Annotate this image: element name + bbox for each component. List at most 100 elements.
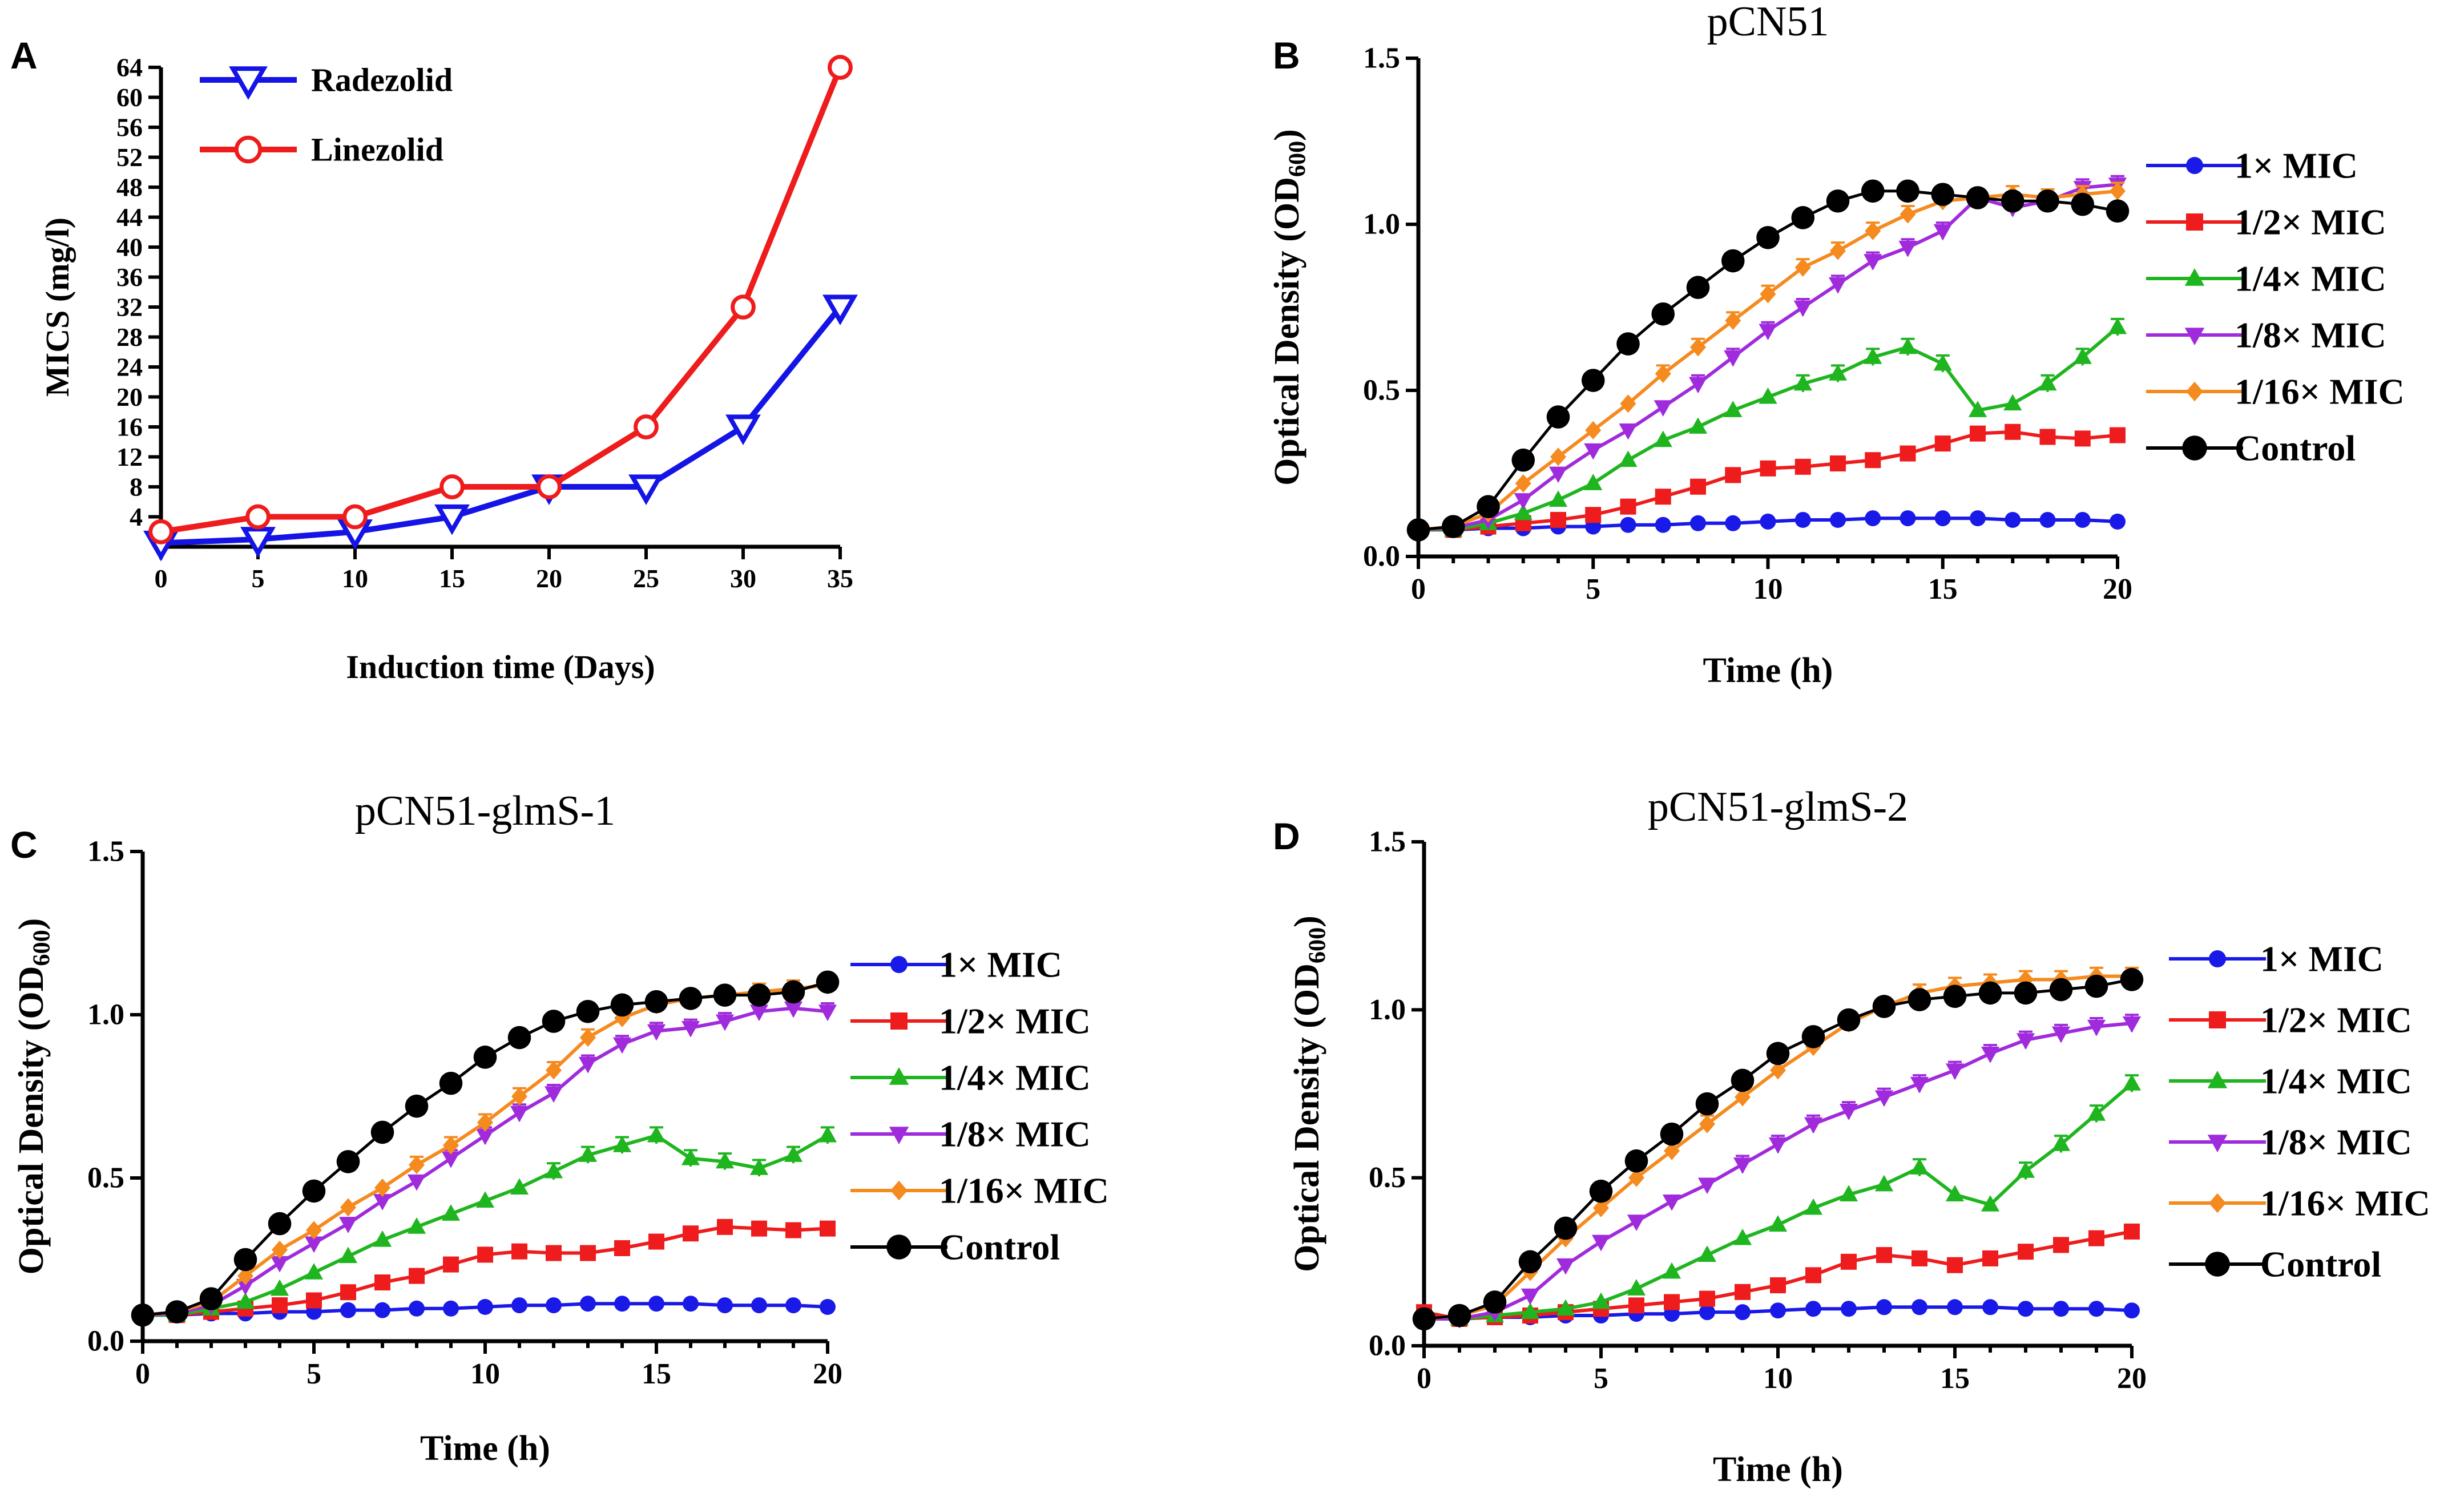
x-tick-label: 0 [1411,573,1426,606]
data-point [441,1204,461,1221]
data-point [1759,324,1777,341]
x-tick-label: 10 [1763,1362,1793,1395]
legend-swatch-marker [2207,1071,2228,1088]
y-tick-label: 64 [116,53,143,82]
legend-label: 1/2× MIC [2260,1000,2412,1040]
legend-entry: 1/16× MIC [2146,372,2405,412]
data-point [717,1297,733,1314]
panel-letter: A [10,34,38,76]
x-tick-label: 15 [642,1358,671,1390]
data-point [820,1298,836,1315]
data-point [434,504,470,535]
data-point [1759,387,1777,404]
data-point [1841,1301,1857,1317]
data-point [473,1046,497,1069]
data-point [2074,430,2091,447]
data-point [647,1024,666,1041]
data-point [1760,460,1776,477]
data-point [544,1161,563,1179]
legend-entry: Radezolid [200,62,453,100]
legend-entry: 1× MIC [2146,146,2358,186]
legend-swatch-marker [2182,435,2207,461]
data-point [1550,511,1566,528]
data-point [1591,1292,1611,1309]
data-point [1556,1299,1575,1316]
data-point [1911,1250,1927,1266]
legend-label: Control [2260,1244,2381,1285]
y-axis-label: Optical Density (OD600) [12,918,55,1275]
data-point [165,1300,189,1324]
data-point [1406,518,1430,542]
data-point [715,1152,735,1169]
x-tick-label: 30 [730,564,756,593]
x-tick-label: 10 [342,564,368,593]
data-point [1970,510,1986,527]
y-axis-label-main: MICS (mg/l) [39,217,76,397]
data-point [2005,423,2021,440]
data-point [749,1159,769,1175]
data-point [580,1245,596,1261]
chart-title: pCN51-glmS-1 [355,788,615,834]
data-point [2039,511,2056,528]
data-point [1839,1104,1858,1120]
legend-entry: 1/2× MIC [2169,1000,2412,1040]
x-tick-label: 0 [1417,1362,1431,1395]
data-point [1770,1277,1786,1294]
data-point [610,993,634,1017]
data-point [409,1300,425,1317]
legend-label: 1/16× MIC [2235,372,2405,412]
data-point [1733,1157,1752,1174]
data-point [1628,1168,1644,1187]
legend-label: Radezolid [311,62,453,99]
data-point [306,1292,322,1309]
data-point [1791,206,1815,229]
data-point [1619,423,1638,440]
data-point [1654,400,1672,417]
data-point [1556,1258,1575,1275]
data-point [245,504,271,530]
data-point [1841,1253,1857,1270]
data-point [1735,1088,1751,1107]
data-point [1548,466,1568,483]
data-point [725,414,761,446]
data-point [634,414,659,439]
data-point [407,1217,426,1234]
data-point [2071,192,2095,216]
panel-letter: D [1273,815,1300,857]
data-point [1830,241,1846,260]
y-tick-label: 60 [116,83,143,112]
data-point [1591,1234,1611,1252]
data-point [612,1037,632,1054]
series-control [1412,968,2144,1331]
data-point [578,1145,598,1162]
legend-swatch-marker [889,1067,909,1085]
data-point [1934,510,1951,527]
data-point [681,1020,700,1038]
legend-label: 1× MIC [939,945,1062,985]
legend-label: 1/8× MIC [2260,1122,2412,1163]
data-point [1511,448,1535,472]
data-point [2124,1223,2140,1240]
data-point [2110,181,2126,200]
data-point [1756,225,1780,249]
chart-title: pCN51-glmS-2 [1648,784,1908,830]
x-axis-label: Time (h) [1703,651,1833,690]
x-tick-label: 20 [536,564,562,593]
legend-swatch-marker [229,66,268,100]
x-tick-label: 20 [2103,573,2132,606]
y-tick-label: 1.5 [1363,42,1400,75]
data-point [1550,447,1566,466]
data-point [749,1004,769,1022]
y-tick-label: 0.0 [1369,1330,1406,1362]
data-point [2122,1074,2142,1091]
data-point [1982,1299,1998,1316]
data-point [1805,1301,1821,1317]
data-point [2016,1033,2035,1050]
data-point [511,1087,527,1106]
data-point [409,1268,425,1284]
series-1-mic [1416,1299,2140,1327]
data-point [1911,1299,1927,1316]
data-point [747,983,771,1007]
y-tick-label: 0.0 [1363,540,1400,573]
data-point [1662,1194,1681,1211]
